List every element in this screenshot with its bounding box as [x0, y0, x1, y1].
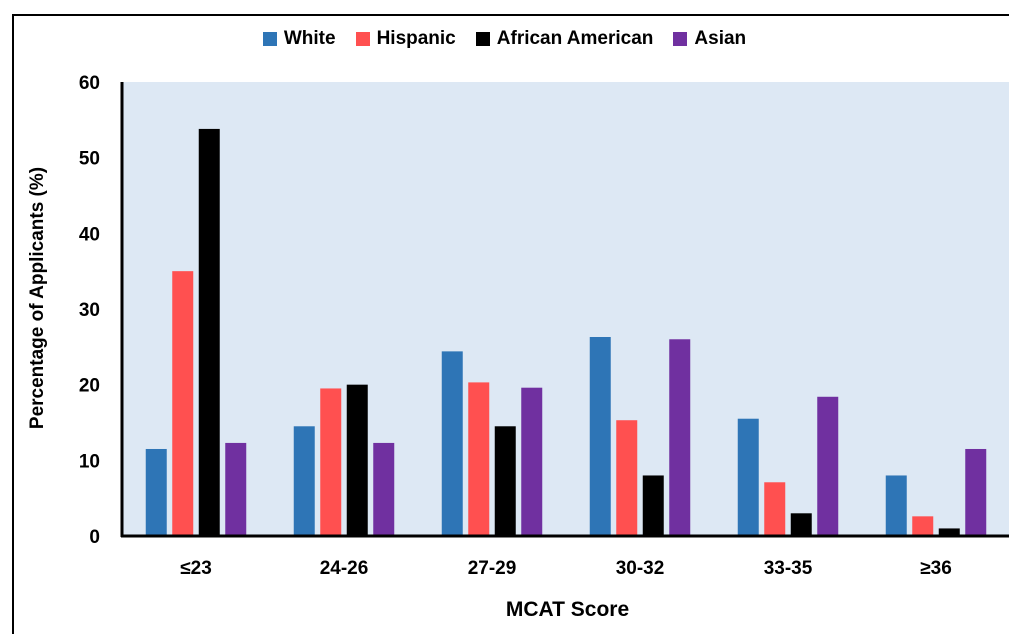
- bar-hispanic-1: [172, 271, 194, 536]
- bar-asian-1: [225, 442, 247, 536]
- bar-white-5: [737, 418, 759, 536]
- x-axis-label: MCAT Score: [506, 598, 629, 621]
- y-tick-label: 50: [79, 149, 100, 170]
- bar-white-1: [145, 448, 167, 536]
- x-tick-label: 30-32: [616, 558, 665, 579]
- y-tick-label: 30: [79, 300, 100, 321]
- y-tick-labels: 0 10 20 30 40 50 60: [79, 73, 100, 548]
- bar-african-american-5: [790, 513, 812, 536]
- bar-asian-5: [817, 396, 839, 536]
- legend-item: White: [262, 28, 336, 50]
- bar-african-american-4: [642, 475, 664, 536]
- chart-frame: [12, 14, 1009, 634]
- bar-hispanic-2: [320, 388, 342, 536]
- x-tick-label: 33-35: [764, 558, 813, 579]
- x-tick-label: 24-26: [320, 558, 369, 579]
- bar-asian-4: [669, 339, 691, 536]
- legend-swatch: [673, 32, 688, 46]
- x-tick-labels: ≤23 24-26 27-29 30-32 33-35 ≥36: [180, 558, 952, 579]
- bar-hispanic-4: [616, 420, 638, 536]
- y-tick-label: 60: [79, 73, 100, 94]
- bar-african-american-1: [198, 128, 220, 536]
- legend-item: African American: [475, 28, 654, 50]
- x-tick-label: 27-29: [468, 558, 517, 579]
- bar-hispanic-6: [912, 516, 934, 536]
- legend-swatch: [355, 32, 370, 46]
- legend-label: African American: [496, 28, 654, 49]
- bar-white-4: [589, 336, 611, 536]
- bar-asian-3: [521, 387, 543, 536]
- legend-item: Hispanic: [355, 28, 456, 50]
- y-tick-label: 20: [79, 376, 100, 397]
- y-axis-label: Percentage of Applicants (%): [27, 167, 48, 429]
- bar-african-american-3: [494, 426, 516, 536]
- bar-hispanic-5: [764, 482, 786, 536]
- bar-asian-6: [965, 448, 987, 536]
- x-tick-label: ≤23: [180, 558, 212, 579]
- legend-label: Asian: [694, 28, 747, 49]
- legend-swatch: [262, 32, 277, 46]
- bar-african-american-6: [938, 528, 960, 536]
- legend-label: Hispanic: [376, 28, 456, 49]
- y-tick-label: 0: [89, 527, 100, 548]
- legend: White Hispanic African American Asian: [0, 28, 1009, 50]
- legend-swatch: [475, 32, 490, 46]
- x-tick-label: ≥36: [920, 558, 952, 579]
- legend-label: White: [283, 28, 336, 49]
- bar-african-american-2: [346, 384, 368, 536]
- plot-background: [122, 82, 1009, 536]
- bar-white-6: [885, 475, 907, 536]
- y-tick-label: 10: [79, 451, 100, 472]
- bars-group: [145, 128, 987, 536]
- legend-item: Asian: [673, 28, 746, 50]
- y-tick-label: 40: [79, 224, 100, 245]
- bar-white-3: [441, 351, 463, 536]
- bar-white-2: [293, 426, 315, 536]
- bar-asian-2: [373, 442, 395, 536]
- bar-hispanic-3: [468, 382, 490, 536]
